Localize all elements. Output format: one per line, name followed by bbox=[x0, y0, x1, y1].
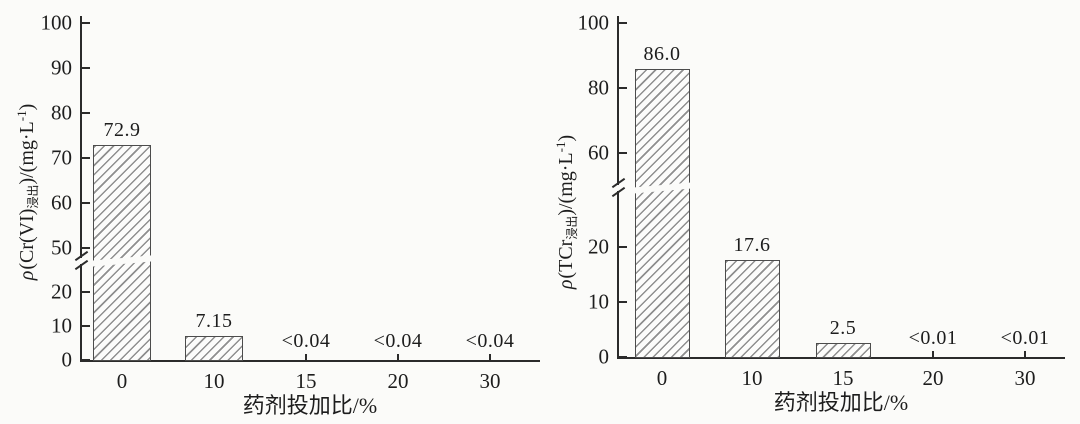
bar-value-label: <0.04 bbox=[281, 330, 331, 352]
y-tick bbox=[82, 22, 90, 24]
y-axis-title-pre: (Cr(VI) bbox=[16, 208, 38, 270]
y-tick bbox=[82, 202, 90, 204]
y-tick-label: 10 bbox=[588, 289, 609, 314]
y-axis-title-mid: )/(mg·L bbox=[555, 152, 577, 216]
y-tick-label: 20 bbox=[588, 234, 609, 259]
x-tick-label: 0 bbox=[116, 369, 128, 393]
y-tick bbox=[82, 325, 90, 327]
y-tick-label: 90 bbox=[51, 55, 72, 80]
y-tick bbox=[82, 112, 90, 114]
bar bbox=[634, 68, 690, 358]
x-tick bbox=[397, 354, 399, 360]
x-axis-title: 药剂投加比/% bbox=[773, 390, 909, 415]
y-axis-title-subscript: 浸出 bbox=[26, 184, 40, 209]
y-tick-label: 60 bbox=[588, 140, 609, 165]
x-tick bbox=[489, 354, 491, 360]
y-tick-label: 0 bbox=[61, 347, 73, 372]
y-tick bbox=[619, 246, 627, 248]
y-axis-title-rho: ρ bbox=[555, 279, 577, 290]
x-tick-label: 20 bbox=[387, 369, 409, 393]
bar-value-label: <0.04 bbox=[373, 330, 423, 352]
x-tick-label: 15 bbox=[832, 366, 854, 390]
y-tick bbox=[619, 356, 627, 358]
y-tick bbox=[82, 359, 90, 361]
x-tick bbox=[1024, 351, 1026, 357]
y-tick bbox=[82, 67, 90, 69]
y-tick-label: 100 bbox=[40, 10, 73, 35]
y-axis-title-superscript: -1 bbox=[14, 110, 29, 122]
bar-value-label: 72.9 bbox=[103, 118, 141, 141]
y-tick-label: 10 bbox=[51, 313, 72, 338]
bar-value-label: <0.01 bbox=[908, 327, 958, 349]
axis-break-gap bbox=[616, 185, 620, 191]
bar bbox=[93, 144, 151, 361]
y-tick bbox=[82, 247, 90, 249]
y-axis-title-subscript: 浸出 bbox=[565, 215, 579, 240]
y-tick-label: 70 bbox=[51, 145, 72, 170]
y-axis-title: ρ(Cr(VI)浸出)/(mg·L-1) bbox=[14, 104, 40, 281]
y-tick bbox=[82, 291, 90, 293]
y-tick-label: 20 bbox=[51, 279, 72, 304]
y-axis-title-rho: ρ bbox=[16, 270, 38, 281]
y-axis-title-mid: )/(mg·L bbox=[16, 121, 38, 185]
x-tick bbox=[932, 351, 934, 357]
bar-value-label: 7.15 bbox=[195, 309, 233, 332]
y-tick bbox=[619, 87, 627, 89]
bar-value-label: 17.6 bbox=[733, 234, 771, 257]
bar-value-label: 86.0 bbox=[643, 42, 681, 65]
y-tick bbox=[619, 152, 627, 154]
y-tick-label: 50 bbox=[51, 235, 72, 260]
bar bbox=[815, 343, 871, 358]
x-tick-label: 0 bbox=[656, 366, 668, 390]
x-tick-label: 30 bbox=[1014, 366, 1036, 390]
axis-break-gap bbox=[79, 258, 83, 264]
bar-value-label: <0.01 bbox=[1000, 327, 1050, 349]
y-axis-title: ρ(TCr浸出)/(mg·L-1) bbox=[553, 135, 579, 290]
y-axis-title-pre: (TCr bbox=[555, 239, 577, 279]
x-tick-label: 30 bbox=[479, 369, 501, 393]
y-tick-label: 80 bbox=[51, 100, 72, 125]
bar-value-label: <0.04 bbox=[465, 330, 515, 352]
x-tick bbox=[305, 354, 307, 360]
y-tick-label: 60 bbox=[51, 190, 72, 215]
y-tick bbox=[619, 22, 627, 24]
y-tick bbox=[82, 157, 90, 159]
bar bbox=[185, 335, 243, 361]
x-tick-label: 10 bbox=[741, 366, 763, 390]
y-tick-label: 80 bbox=[588, 75, 609, 100]
x-tick-label: 10 bbox=[203, 369, 225, 393]
x-axis-title: 药剂投加比/% bbox=[242, 393, 378, 418]
x-axis-line bbox=[80, 360, 540, 362]
y-axis-line bbox=[80, 16, 82, 362]
y-tick bbox=[619, 301, 627, 303]
y-tick-label: 100 bbox=[577, 10, 610, 35]
chart-tcr-leaching: 0 10 20 60 80 100 0 86.0 10 17.6 15 2.5 20 <0.01 30 <0.… bbox=[545, 0, 1080, 424]
x-axis-line bbox=[617, 357, 1065, 359]
y-tick-label: 0 bbox=[598, 344, 610, 369]
x-tick-label: 15 bbox=[295, 369, 317, 393]
y-axis-title-superscript: -1 bbox=[553, 141, 568, 153]
bar-value-label: 2.5 bbox=[829, 317, 857, 340]
bar bbox=[724, 260, 780, 358]
chart-crvi-leaching: 0 10 20 50 60 70 80 90 100 0 72.9 10 7.15 15 <0.04 20 <0… bbox=[14, 10, 540, 418]
x-tick-label: 20 bbox=[922, 366, 944, 390]
